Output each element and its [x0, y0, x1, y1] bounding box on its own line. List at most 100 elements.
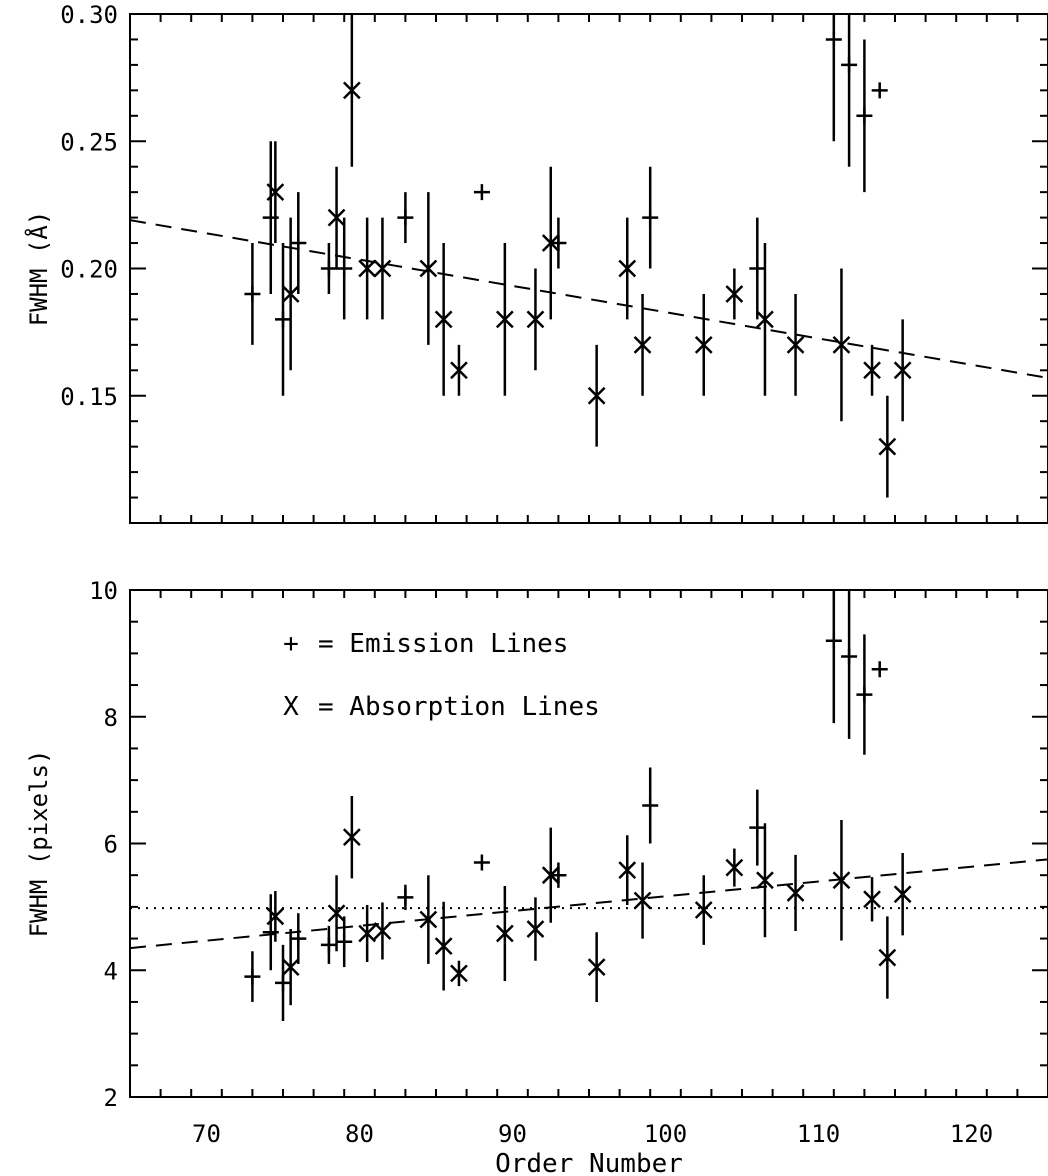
absorption-point — [786, 335, 805, 354]
x-tick-label: 70 — [192, 1120, 221, 1148]
absorption-point — [863, 890, 881, 909]
y-tick-label: 10 — [89, 577, 118, 605]
absorption-point — [495, 924, 514, 943]
absorption-point — [756, 871, 774, 890]
absorption-point — [358, 924, 377, 943]
absorption-point — [526, 920, 545, 938]
legend-emission-symbol: + — [283, 629, 299, 659]
emission-point — [397, 889, 414, 906]
absorption-point — [266, 183, 285, 202]
x-tick-label: 120 — [950, 1120, 993, 1148]
emission-point — [244, 968, 261, 985]
fit-line-dashed — [130, 858, 1048, 950]
absorption-point — [618, 259, 637, 278]
y-tick-label: 0.25 — [60, 128, 118, 156]
absorption-point — [725, 285, 744, 303]
absorption-point — [281, 958, 300, 976]
emission-point — [825, 31, 842, 48]
emission-point — [244, 285, 261, 302]
top-panel: 0.15 0.20 0.25 0.30 FWHM (Å) — [24, 1, 1048, 524]
absorption-point — [725, 858, 744, 877]
legend-absorption-label: = Absorption Lines — [318, 692, 600, 722]
absorption-point — [878, 437, 897, 456]
y-axis-label: FWHM (Å) — [24, 211, 53, 327]
absorption-point — [633, 335, 652, 354]
plot-area — [130, 590, 1048, 1021]
absorption-point — [419, 910, 438, 929]
absorption-point — [541, 866, 560, 885]
absorption-point — [863, 361, 881, 380]
emission-point — [397, 209, 414, 226]
absorption-point — [434, 937, 453, 956]
absorption-point — [832, 335, 851, 354]
y-tick-label: 0.30 — [60, 1, 118, 29]
absorption-point — [832, 871, 851, 890]
y-axis-label: FWHM (pixels) — [25, 750, 53, 938]
absorption-point — [342, 81, 361, 100]
x-tick-label: 90 — [498, 1120, 527, 1148]
absorption-point — [342, 828, 361, 847]
emission-point — [642, 797, 659, 814]
absorption-point — [541, 234, 560, 252]
absorption-point — [373, 922, 392, 940]
emission-point — [749, 260, 766, 277]
absorption-point — [266, 907, 285, 926]
emission-point — [290, 235, 307, 252]
x-tick-label: 110 — [797, 1120, 840, 1148]
emission-point — [473, 854, 490, 871]
absorption-point — [450, 361, 468, 380]
emission-point — [825, 632, 842, 649]
emission-point — [320, 936, 337, 953]
y-tick-label: 2 — [104, 1084, 118, 1112]
y-tick-label: 8 — [104, 704, 118, 732]
emission-point — [550, 235, 567, 252]
plot-area — [130, 14, 1048, 498]
fit-line-dashed — [130, 219, 1048, 379]
y-tick-label: 0.15 — [60, 383, 118, 411]
absorption-point — [434, 310, 453, 329]
emission-point — [856, 686, 873, 703]
bottom-panel: + = Emission Lines X = Absorption Lines … — [25, 577, 1048, 1176]
x-axis-label: Order Number — [495, 1149, 683, 1176]
absorption-point — [618, 861, 637, 880]
emission-point — [871, 82, 888, 99]
absorption-point — [786, 884, 805, 902]
emission-point — [320, 260, 337, 277]
emission-point — [871, 661, 888, 678]
absorption-point — [419, 259, 438, 278]
emission-point — [856, 107, 873, 124]
absorption-point — [633, 891, 652, 910]
absorption-point — [587, 958, 606, 976]
emission-point — [290, 930, 307, 947]
absorption-point — [358, 259, 377, 278]
emission-point — [841, 648, 858, 665]
absorption-point — [373, 259, 392, 278]
absorption-point — [327, 208, 346, 227]
legend-absorption-symbol: X — [283, 692, 299, 722]
absorption-point — [756, 310, 774, 329]
absorption-point — [893, 361, 912, 380]
absorption-point — [327, 904, 346, 923]
absorption-point — [878, 948, 897, 967]
emission-point — [275, 974, 291, 991]
emission-point — [336, 260, 353, 277]
emission-point — [749, 819, 766, 836]
emission-point — [642, 209, 659, 226]
absorption-point — [694, 335, 713, 354]
emission-point — [473, 184, 490, 201]
emission-point — [275, 311, 291, 328]
absorption-point — [893, 885, 912, 904]
absorption-point — [587, 386, 606, 405]
absorption-point — [694, 901, 713, 919]
absorption-point — [450, 964, 468, 983]
y-tick-label: 6 — [104, 831, 118, 859]
absorption-point — [281, 285, 300, 303]
y-tick-label: 0.20 — [60, 256, 118, 284]
emission-point — [550, 867, 567, 884]
absorption-point — [526, 310, 545, 329]
plot-frame — [129, 13, 1048, 524]
y-tick-label: 4 — [104, 957, 118, 985]
legend-emission-label: = Emission Lines — [318, 629, 568, 659]
x-tick-label: 80 — [345, 1120, 374, 1148]
